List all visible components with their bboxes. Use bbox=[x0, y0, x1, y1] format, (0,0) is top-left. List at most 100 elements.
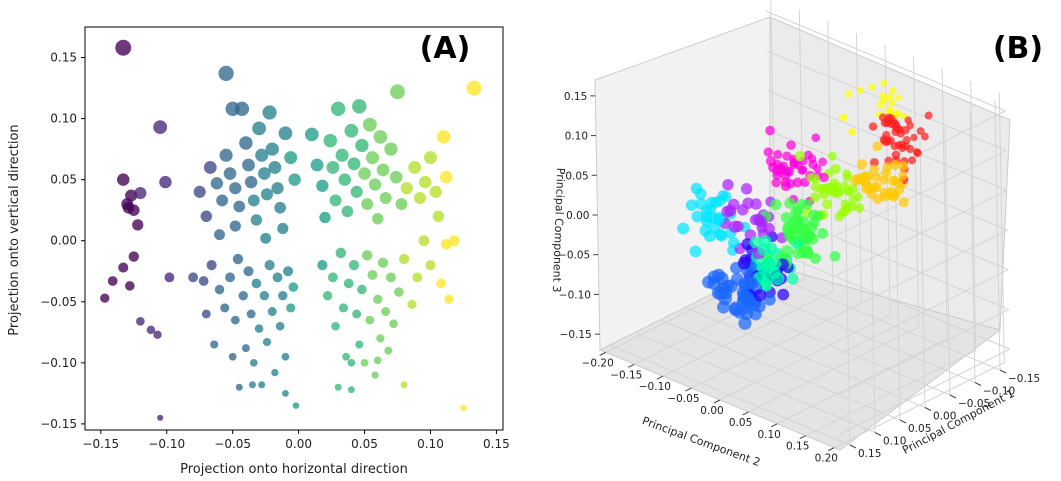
scatter-point-3d bbox=[736, 285, 751, 300]
scatter-point bbox=[304, 127, 319, 142]
scatter-point-3d bbox=[792, 177, 803, 188]
scatter-point-3d bbox=[880, 79, 888, 87]
scatter-point bbox=[384, 142, 398, 156]
scatter-point-3d bbox=[861, 183, 872, 194]
scatter-point bbox=[235, 383, 243, 391]
y-axis-label-a: Projection onto vertical direction bbox=[7, 124, 22, 335]
scatter-point bbox=[274, 201, 287, 214]
scatter-point-3d bbox=[780, 170, 791, 181]
scatter-point-3d bbox=[818, 157, 827, 167]
y-tick-label: −0.15 bbox=[40, 417, 77, 431]
scatter-point bbox=[228, 352, 237, 361]
grid-line bbox=[768, 169, 1009, 271]
scatter-point bbox=[286, 303, 296, 313]
scatter-point bbox=[188, 272, 199, 283]
y3-tick-label: 0.15 bbox=[858, 448, 881, 460]
scatter-point-3d bbox=[740, 183, 753, 195]
scatter-point bbox=[218, 65, 234, 82]
scatter-point-3d bbox=[898, 197, 909, 208]
scatter-point-3d bbox=[908, 156, 917, 165]
scatter-point-3d bbox=[916, 127, 925, 135]
scatter-point bbox=[377, 257, 389, 268]
scatter-point bbox=[128, 251, 139, 262]
scatter-point bbox=[159, 175, 172, 189]
z-axis-label-b: Principal Component 3 bbox=[550, 168, 567, 293]
scatter-point bbox=[210, 340, 219, 349]
scatter-point bbox=[271, 368, 279, 377]
scatter-point-3d bbox=[856, 86, 864, 94]
scatter-point-3d bbox=[881, 168, 892, 179]
scatter-point bbox=[219, 148, 233, 162]
scatter-point bbox=[254, 324, 264, 333]
y-tick-label: 0.05 bbox=[50, 173, 77, 187]
scatter-point bbox=[385, 272, 396, 283]
scatter-point bbox=[334, 383, 342, 391]
scatter-point-3d bbox=[897, 140, 907, 150]
grid-line bbox=[634, 332, 876, 433]
scatter-point bbox=[255, 148, 269, 162]
scatter-point bbox=[395, 198, 408, 210]
scatter-point bbox=[352, 99, 367, 114]
scatter-point bbox=[398, 253, 410, 265]
grid-line bbox=[769, 248, 1010, 350]
scatter-point bbox=[418, 235, 430, 247]
scatter-point-3d bbox=[898, 160, 908, 171]
scatter-point bbox=[238, 290, 248, 301]
points-a bbox=[100, 39, 482, 421]
scatter-point bbox=[233, 200, 246, 213]
scatter-point bbox=[376, 163, 390, 177]
x3-tick-label: −0.20 bbox=[582, 357, 614, 369]
scatter-point bbox=[338, 303, 348, 313]
scatter-point bbox=[225, 101, 240, 116]
scatter-point-3d bbox=[737, 256, 751, 270]
scatter-point bbox=[376, 334, 385, 343]
scatter-point bbox=[118, 262, 129, 273]
scatter-point bbox=[157, 414, 164, 421]
scatter-point bbox=[153, 120, 168, 135]
z3-tick-label: −0.15 bbox=[560, 329, 592, 341]
scatter-point-3d bbox=[840, 181, 850, 191]
scatter-point bbox=[361, 198, 374, 210]
y3-tick-mark bbox=[999, 369, 1007, 374]
scatter-point-3d bbox=[772, 170, 783, 181]
scatter-point bbox=[216, 194, 229, 207]
scatter-point bbox=[275, 321, 285, 331]
x-tick-label: −0.15 bbox=[82, 437, 119, 451]
scatter-point bbox=[258, 167, 271, 180]
y-tick-label: −0.05 bbox=[40, 295, 77, 309]
scatter-point bbox=[198, 276, 209, 286]
scatter-point-3d bbox=[888, 175, 898, 186]
scatter-point-3d bbox=[707, 270, 721, 284]
scatter-point bbox=[206, 260, 217, 271]
scatter-point bbox=[248, 381, 256, 389]
scatter-point-3d bbox=[869, 164, 880, 175]
scatter-point bbox=[252, 121, 266, 136]
scatter-point bbox=[390, 84, 405, 100]
y3-tick-label: 0.00 bbox=[933, 411, 956, 423]
scatter-point bbox=[242, 158, 255, 172]
scatter-point bbox=[342, 352, 350, 361]
scatter-point-3d bbox=[771, 177, 781, 188]
y3-tick-mark bbox=[849, 444, 857, 449]
scatter-point bbox=[425, 260, 436, 271]
y3-tick-label: −0.10 bbox=[983, 386, 1015, 398]
scatter-point-3d bbox=[701, 215, 713, 228]
scatter-point-3d bbox=[677, 222, 690, 235]
scatter-point bbox=[278, 290, 288, 301]
scatter-point-3d bbox=[811, 133, 821, 143]
scatter-point-3d bbox=[817, 227, 829, 239]
scatter-point-3d bbox=[856, 159, 868, 170]
scatter-point bbox=[373, 294, 383, 304]
x3-tick-mark bbox=[685, 387, 692, 392]
scatter-point bbox=[247, 194, 260, 207]
scatter-point-3d bbox=[822, 199, 833, 210]
scatter-point-3d bbox=[695, 198, 708, 210]
scatter-point-3d bbox=[848, 194, 859, 205]
scatter-point-3d bbox=[773, 149, 783, 159]
scatter-point bbox=[341, 205, 354, 218]
scatter-point-3d bbox=[808, 159, 818, 170]
y3-tick-mark bbox=[949, 394, 957, 399]
y3-tick-label: −0.05 bbox=[958, 398, 990, 410]
scatter-point-3d bbox=[854, 203, 865, 213]
scatter-point-3d bbox=[834, 211, 845, 222]
